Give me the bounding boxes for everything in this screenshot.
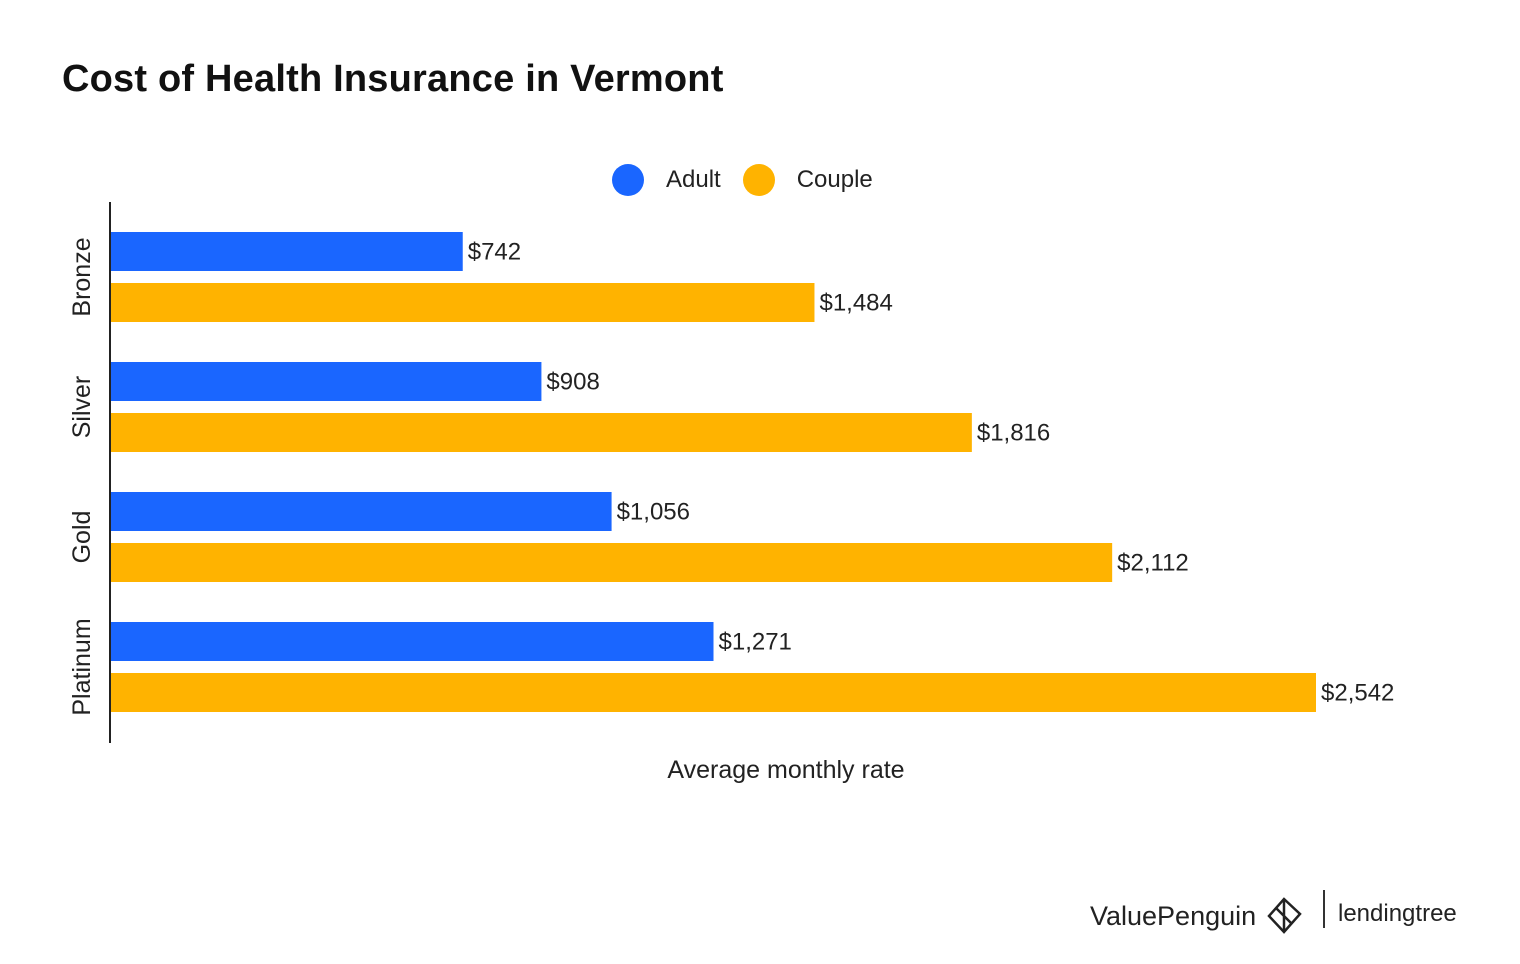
data-label-platinum-adult: $1,271	[719, 629, 792, 656]
legend-label-adult: Adult	[666, 166, 721, 193]
x-axis-title: Average monthly rate	[667, 756, 904, 784]
legend-label-couple: Couple	[796, 166, 873, 193]
bar-bronze-adult	[111, 232, 463, 271]
legend-item-couple: Couple	[742, 164, 873, 196]
data-label-bronze-couple: $1,484	[819, 290, 892, 317]
bar-gold-adult	[111, 492, 612, 531]
data-label-bronze-adult: $742	[468, 239, 521, 266]
bar-platinum-adult	[111, 622, 714, 661]
category-label-gold: Gold	[68, 511, 96, 564]
data-label-gold-couple: $2,112	[1117, 550, 1189, 577]
legend-item-adult: Adult	[612, 164, 721, 196]
valuepenguin-logo: ValuePenguin	[1090, 896, 1304, 936]
bar-silver-adult	[111, 362, 542, 401]
bar-bronze-couple	[111, 283, 815, 322]
data-label-silver-adult: $908	[546, 369, 599, 396]
category-label-silver: Silver	[68, 376, 96, 439]
brand-divider	[1323, 890, 1325, 928]
bar-gold-couple	[111, 543, 1113, 582]
bar-platinum-couple	[111, 673, 1316, 712]
chart-legend: Adult Couple	[612, 162, 895, 198]
valuepenguin-penguin-icon	[1267, 897, 1302, 934]
legend-swatch-adult	[612, 164, 644, 196]
category-label-bronze: Bronze	[68, 237, 96, 316]
lendingtree-wordmark: lendingtree	[1338, 900, 1457, 927]
legend-swatch-couple	[742, 164, 775, 196]
valuepenguin-wordmark: ValuePenguin	[1090, 900, 1257, 931]
category-label-platinum: Platinum	[68, 618, 96, 715]
bar-silver-couple	[111, 413, 972, 452]
lendingtree-logo: lendingtree	[1338, 900, 1457, 928]
data-label-gold-adult: $1,056	[617, 499, 690, 526]
data-label-silver-couple: $1,816	[977, 420, 1050, 447]
chart-title: Cost of Health Insurance in Vermont	[62, 58, 724, 100]
data-label-platinum-couple: $2,542	[1321, 680, 1394, 707]
